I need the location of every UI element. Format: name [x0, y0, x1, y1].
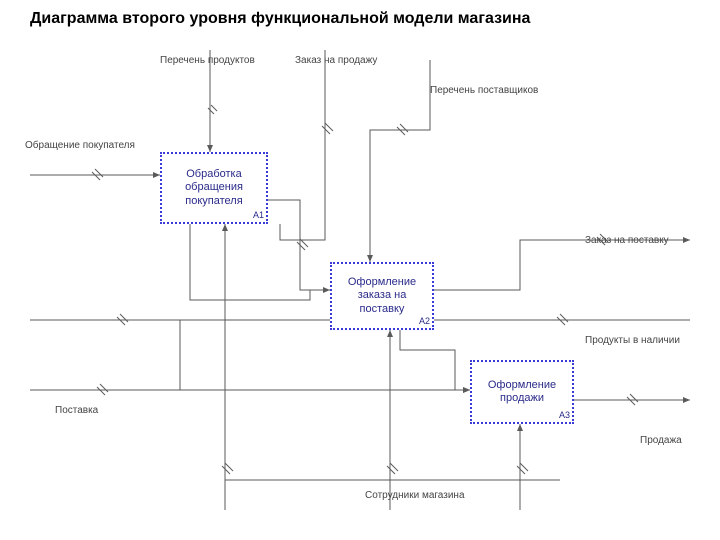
flow-label-obrashenie: Обращение покупателя: [25, 140, 135, 151]
node-label: Оформлениепродажи: [484, 377, 560, 407]
node-id: A1: [253, 210, 264, 221]
tick-mark: [100, 384, 108, 392]
connector-ctrl-perechen-post: [370, 60, 430, 262]
tick-mark: [120, 314, 128, 322]
tick-mark: [400, 124, 408, 132]
connector-a2-out-zakaz: [434, 240, 690, 290]
connector-postavka-in: [30, 320, 180, 390]
tick-mark: [322, 126, 330, 134]
tick-mark: [225, 463, 233, 471]
connector-a1-down-feedback: [190, 224, 330, 300]
tick-mark: [325, 123, 333, 131]
tick-mark: [300, 239, 308, 247]
node-label: Оформлениезаказа напоставку: [344, 274, 420, 318]
tick-mark: [557, 317, 565, 325]
tick-mark: [95, 169, 103, 177]
flow-label-sotrudniki: Сотрудники магазина: [365, 490, 465, 501]
flow-label-prodazha: Продажа: [640, 435, 682, 446]
tick-mark: [560, 314, 568, 322]
flow-label-perechen_postav: Перечень поставщиков: [430, 85, 538, 96]
tick-mark: [211, 105, 217, 111]
diagram-canvas: Диаграмма второго уровня функциональной …: [0, 0, 720, 540]
connector-a2-a3-down: [400, 330, 470, 390]
tick-mark: [92, 172, 100, 180]
node-a1: Обработкаобращенияпокупателя A1: [160, 152, 268, 224]
tick-mark: [387, 466, 395, 474]
tick-mark: [297, 242, 305, 250]
tick-mark: [97, 387, 105, 395]
node-a2: Оформлениезаказа напоставкуA2: [330, 262, 434, 330]
connector-ctrl-zakaz-prod: [280, 50, 325, 240]
node-id: A3: [559, 410, 570, 421]
flow-label-postavka: Поставка: [55, 405, 98, 416]
tick-mark: [117, 317, 125, 325]
page-title: Диаграмма второго уровня функциональной …: [30, 10, 530, 28]
tick-mark: [630, 394, 638, 402]
tick-mark: [517, 466, 525, 474]
tick-mark: [627, 397, 635, 405]
tick-mark: [390, 463, 398, 471]
flow-label-zakaz_na_prodazhu: Заказ на продажу: [295, 55, 377, 66]
flow-label-perechen_produktov: Перечень продуктов: [160, 55, 255, 66]
node-a3: Оформлениепродажи A3: [470, 360, 574, 424]
flow-label-zakaz_na_postavku: Заказ на поставку: [585, 235, 669, 246]
node-label: Обработкаобращенияпокупателя: [181, 166, 247, 210]
connector-a1-a2: [268, 200, 330, 290]
node-id: A2: [419, 316, 430, 327]
tick-mark: [222, 466, 230, 474]
tick-mark: [397, 127, 405, 135]
tick-mark: [208, 108, 214, 114]
tick-mark: [520, 463, 528, 471]
flow-label-produkty_v_nalichii: Продукты в наличии: [585, 335, 680, 346]
